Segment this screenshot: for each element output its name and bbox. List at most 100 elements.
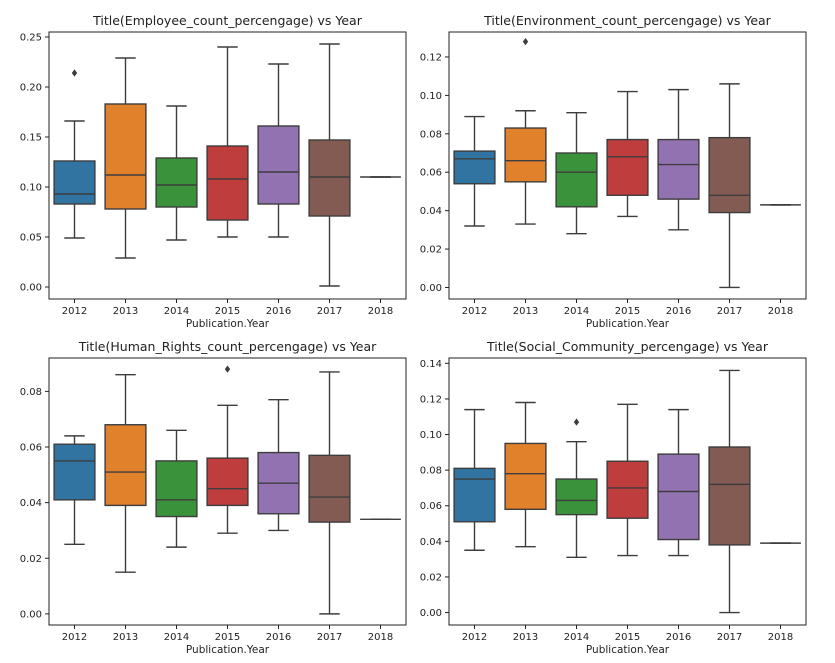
box-2014 [555, 111, 598, 235]
x-tick-label: 2015 [215, 632, 240, 643]
box-2013 [504, 401, 547, 548]
x-tick-label: 2015 [215, 306, 240, 317]
y-tick-label: 0.02 [420, 245, 442, 256]
box-2012 [53, 69, 96, 239]
box-2015 [606, 90, 649, 218]
x-tick-label: 2014 [564, 306, 589, 317]
box-body [606, 138, 649, 196]
x-tick-label: 2012 [62, 632, 87, 643]
outlier-point [573, 418, 580, 426]
y-tick-label: 0.00 [420, 283, 442, 294]
subplot-4: Title(Social_Community_percengage) vs Ye… [420, 339, 807, 656]
y-tick-label: 0.04 [420, 206, 442, 217]
box-2016 [657, 88, 700, 231]
box-body [657, 453, 700, 541]
box-body [504, 442, 547, 511]
y-tick-label: 0.02 [20, 554, 42, 565]
box-2017 [308, 43, 351, 287]
x-tick-label: 2012 [462, 632, 487, 643]
x-tick-label: 2016 [266, 306, 291, 317]
y-tick-label: 0.00 [20, 283, 42, 294]
box-body [257, 125, 300, 205]
box-2013 [104, 57, 147, 259]
box-2015 [206, 365, 249, 534]
chart-title: Title(Environment_count_percengage) vs Y… [483, 13, 772, 28]
x-tick-label: 2012 [62, 306, 87, 317]
box-2017 [708, 83, 751, 289]
box-body [308, 454, 351, 523]
y-tick-label: 0.10 [20, 183, 42, 194]
box-body [104, 103, 147, 210]
box-body [708, 136, 751, 214]
box-2016 [257, 63, 300, 238]
box-2017 [708, 369, 751, 614]
box-body [53, 443, 96, 501]
box-body [155, 157, 198, 208]
box-body [453, 150, 496, 185]
box-body [206, 457, 249, 507]
x-tick-label: 2018 [368, 632, 393, 643]
box-body [308, 139, 351, 217]
y-tick-label: 0.08 [420, 466, 442, 477]
subplot-3: Title(Human_Rights_count_percengage) vs … [20, 339, 407, 656]
x-tick-label: 2015 [615, 306, 640, 317]
box-2016 [257, 399, 300, 532]
x-tick-label: 2014 [564, 632, 589, 643]
box-2014 [155, 429, 198, 548]
box-body [504, 127, 547, 183]
chart-title: Title(Human_Rights_count_percengage) vs … [78, 339, 377, 354]
outlier-point [522, 38, 529, 46]
x-tick-label: 2012 [462, 306, 487, 317]
x-tick-label: 2018 [768, 632, 793, 643]
box-body [206, 145, 249, 221]
y-tick-label: 0.08 [420, 129, 442, 140]
box-body [53, 160, 96, 205]
y-tick-label: 0.02 [420, 572, 442, 583]
x-axis-label: Publication.Year [186, 644, 270, 656]
y-tick-label: 0.06 [20, 443, 42, 454]
y-tick-label: 0.00 [420, 608, 442, 619]
y-tick-label: 0.12 [420, 52, 442, 63]
x-axis-label: Publication.Year [586, 318, 670, 330]
x-tick-label: 2018 [368, 306, 393, 317]
box-2012 [453, 408, 496, 551]
chart-title: Title(Employee_count_percengage) vs Year [92, 13, 363, 28]
y-tick-label: 0.04 [420, 537, 442, 548]
box-body [708, 446, 751, 546]
y-tick-label: 0.04 [20, 498, 42, 509]
x-tick-label: 2013 [513, 632, 538, 643]
box-2016 [657, 408, 700, 557]
box-body [155, 460, 198, 518]
x-axis-label: Publication.Year [586, 644, 670, 656]
y-tick-label: 0.06 [420, 168, 442, 179]
box-2014 [155, 105, 198, 241]
x-tick-label: 2017 [317, 632, 342, 643]
x-tick-label: 2018 [768, 306, 793, 317]
y-tick-label: 0.10 [420, 91, 442, 102]
x-tick-label: 2016 [266, 632, 291, 643]
y-tick-label: 0.14 [420, 359, 442, 370]
x-tick-label: 2016 [666, 632, 691, 643]
box-body [555, 478, 598, 516]
outlier-point [71, 69, 78, 77]
y-tick-label: 0.25 [20, 33, 42, 44]
x-tick-label: 2014 [164, 306, 189, 317]
x-tick-label: 2013 [113, 306, 138, 317]
box-body [453, 467, 496, 523]
y-tick-label: 0.06 [420, 501, 442, 512]
box-2015 [206, 46, 249, 238]
box-2012 [453, 115, 496, 227]
box-2015 [606, 403, 649, 557]
box-2017 [308, 371, 351, 615]
y-tick-label: 0.00 [20, 609, 42, 620]
box-body [104, 424, 147, 507]
box-2013 [104, 373, 147, 573]
x-axis-label: Publication.Year [186, 318, 270, 330]
box-body [555, 152, 598, 208]
x-tick-label: 2016 [666, 306, 691, 317]
y-tick-label: 0.20 [20, 83, 42, 94]
subplot-1: Title(Employee_count_percengage) vs Year… [20, 13, 407, 330]
subplot-2: Title(Environment_count_percengage) vs Y… [420, 13, 807, 330]
y-tick-label: 0.15 [20, 133, 42, 144]
